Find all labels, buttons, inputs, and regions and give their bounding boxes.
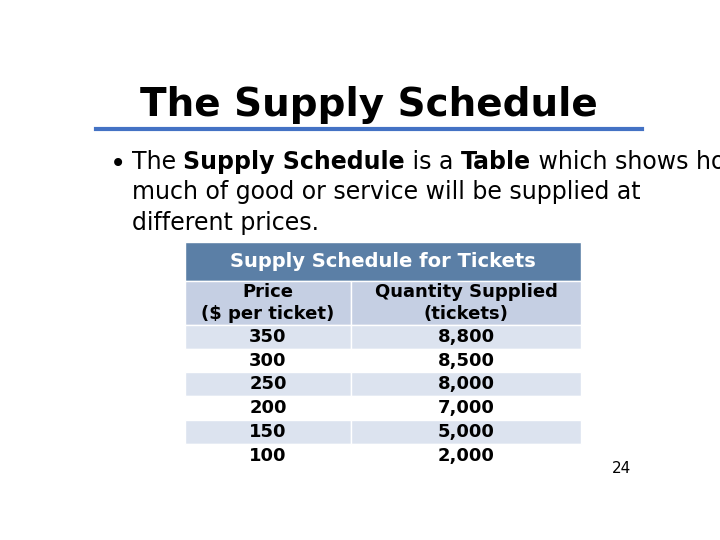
Bar	[185, 349, 351, 373]
Text: 24: 24	[612, 462, 631, 476]
Text: 300: 300	[249, 352, 287, 369]
Text: 200: 200	[249, 400, 287, 417]
Text: different prices.: different prices.	[132, 211, 319, 235]
Text: •: •	[109, 150, 126, 178]
Text: Supply Schedule: Supply Schedule	[184, 150, 405, 174]
Text: 100: 100	[249, 447, 287, 465]
Text: 5,000: 5,000	[438, 423, 495, 441]
Text: 150: 150	[249, 423, 287, 441]
Text: 350: 350	[249, 328, 287, 346]
Text: 250: 250	[249, 375, 287, 394]
Text: 8,500: 8,500	[438, 352, 495, 369]
Text: 2,000: 2,000	[438, 447, 495, 465]
Text: much of good or service will be supplied at: much of good or service will be supplied…	[132, 180, 641, 205]
Text: which shows how: which shows how	[531, 150, 720, 174]
Bar	[185, 420, 351, 444]
Bar	[185, 241, 581, 281]
Bar	[185, 373, 351, 396]
Bar	[351, 420, 581, 444]
Bar	[185, 396, 351, 420]
Text: 7,000: 7,000	[438, 400, 495, 417]
Text: Supply Schedule for Tickets: Supply Schedule for Tickets	[230, 252, 536, 271]
Bar	[351, 349, 581, 373]
Bar	[351, 281, 581, 325]
Text: The: The	[132, 150, 184, 174]
Text: is a: is a	[405, 150, 461, 174]
Bar	[351, 396, 581, 420]
Text: Table: Table	[461, 150, 531, 174]
Bar	[185, 281, 351, 325]
Text: Quantity Supplied
(tickets): Quantity Supplied (tickets)	[374, 283, 557, 323]
Bar	[351, 325, 581, 349]
Bar	[351, 444, 581, 468]
Text: 8,000: 8,000	[438, 375, 495, 394]
Text: 8,800: 8,800	[438, 328, 495, 346]
Bar	[351, 373, 581, 396]
Bar	[185, 325, 351, 349]
Text: Price
($ per ticket): Price ($ per ticket)	[202, 283, 335, 323]
Bar	[185, 444, 351, 468]
Text: The Supply Schedule: The Supply Schedule	[140, 85, 598, 124]
